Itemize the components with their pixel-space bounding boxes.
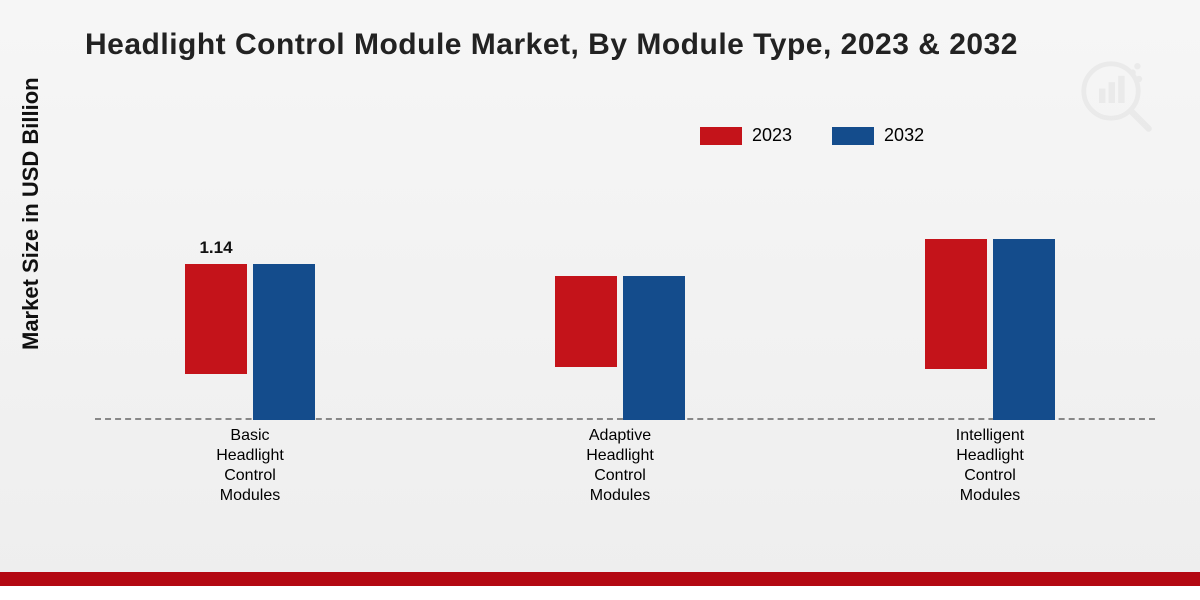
legend-label-2032: 2032 [884, 125, 924, 146]
bar-value-label: 1.14 [199, 238, 232, 258]
category-label: Basic Headlight Control Modules [216, 426, 284, 506]
legend-item-2023: 2023 [700, 125, 792, 146]
bar-2032 [253, 264, 315, 420]
logo-watermark-icon [1075, 55, 1155, 135]
bar-2032 [993, 239, 1055, 420]
legend-label-2023: 2023 [752, 125, 792, 146]
category-label: Adaptive Headlight Control Modules [586, 426, 654, 506]
category-label: Intelligent Headlight Control Modules [956, 426, 1025, 506]
legend-swatch-2023 [700, 127, 742, 145]
legend-swatch-2032 [832, 127, 874, 145]
bar-2023 [555, 276, 617, 367]
chart-area: 1.14Basic Headlight Control Modules Adapt… [95, 170, 1155, 420]
bar-group: Intelligent Headlight Control Modules [900, 239, 1080, 420]
footer-accent-bar [0, 572, 1200, 600]
bar-2032 [623, 276, 685, 420]
bar-group: 1.14Basic Headlight Control Modules [160, 264, 340, 420]
y-axis-label: Market Size in USD Billion [18, 77, 44, 350]
bar-group: Adaptive Headlight Control Modules [530, 276, 710, 420]
legend: 2023 2032 [700, 125, 924, 146]
chart-title: Headlight Control Module Market, By Modu… [85, 28, 1018, 62]
legend-item-2032: 2032 [832, 125, 924, 146]
bar-2023 [925, 239, 987, 369]
bar-2023: 1.14 [185, 264, 247, 374]
